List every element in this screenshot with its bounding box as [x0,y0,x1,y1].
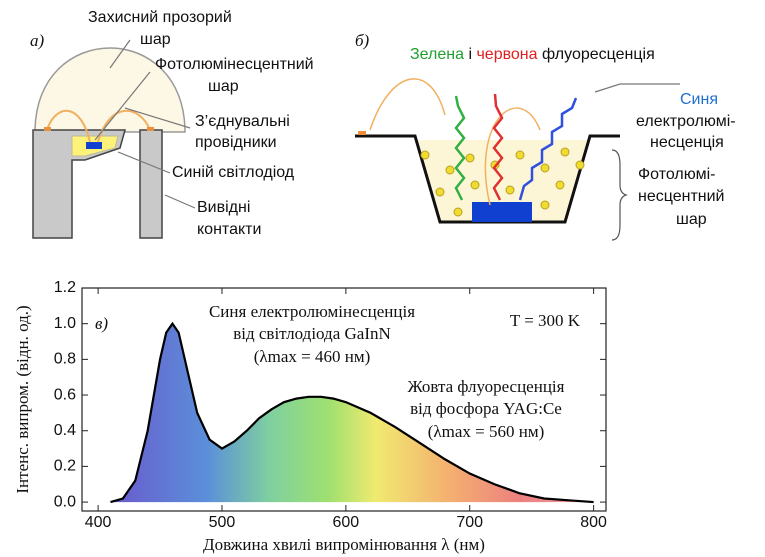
x-tick-label: 800 [580,514,607,531]
diagram-a: а) Захисний прозорий шар Фотолюмінесцент… [30,9,314,238]
label: контакти [197,221,261,238]
label: Синій світлодіод [172,164,295,181]
led-chip [86,142,102,149]
label: провідники [195,134,277,151]
x-tick-label: 500 [209,514,236,531]
annotation: T = 300 K [510,311,581,330]
label: Фотолюмі- [638,166,715,183]
y-tick-label: 1.2 [54,279,76,296]
annotation: Жовта флуоресценція [408,377,565,396]
chart: 0.0 0.2 0.4 0.6 0.8 1.0 1.2 400 500 600 700 800 Довж… [13,279,607,554]
x-tick-label: 700 [456,514,483,531]
pad [358,131,366,135]
y-tick-label: 0.8 [54,351,76,368]
annotation: від світлодіода GaInN [233,324,391,343]
panel-label: в) [95,314,108,333]
label: З’єднувальні [195,113,290,130]
x-axis-label: Довжина хвилі випромінювання λ (нм) [203,535,485,554]
panel-label: б) [355,31,370,50]
annotation: (λmax = 460 нм) [254,347,371,366]
lead-right [140,130,162,238]
annotation: від фосфора YAG:Ce [410,399,562,418]
y-tick-label: 0.0 [54,493,76,510]
label: Захисний прозорий [88,9,232,26]
label: шар [208,78,239,95]
leader [595,84,680,92]
label: Фотолюмінесцентний [155,56,314,73]
x-tick-label: 600 [333,514,360,531]
x-tick-label: 400 [85,514,112,531]
panel-label: а) [30,31,45,50]
y-tick-label: 1.0 [54,315,76,332]
label: шар [140,31,171,48]
annotation: (λmax = 560 нм) [428,422,545,441]
label: Вивідні [197,199,250,216]
label: шар [676,211,707,228]
y-tick-label: 0.2 [54,458,76,475]
pad [147,127,154,131]
label: несцентний [638,188,725,205]
brace [612,150,626,240]
figure: а) Захисний прозорий шар Фотолюмінесцент… [0,0,765,557]
title: Зелена і червона флуоресценція [410,46,655,63]
label: несценція [650,134,724,151]
annotation: Синя електролюмінесценція [209,302,415,321]
label: Синя [680,91,718,108]
led-chip [472,202,532,222]
pad [44,127,51,131]
y-tick-label: 0.6 [54,386,76,403]
y-axis-label: Інтенс. випром. (відн. од.) [13,305,32,493]
diagram-b: б) Зелена і червона флуоресценція Синя е… [355,31,736,240]
y-tick-label: 0.4 [54,422,76,439]
label: електролюмі- [636,113,736,130]
